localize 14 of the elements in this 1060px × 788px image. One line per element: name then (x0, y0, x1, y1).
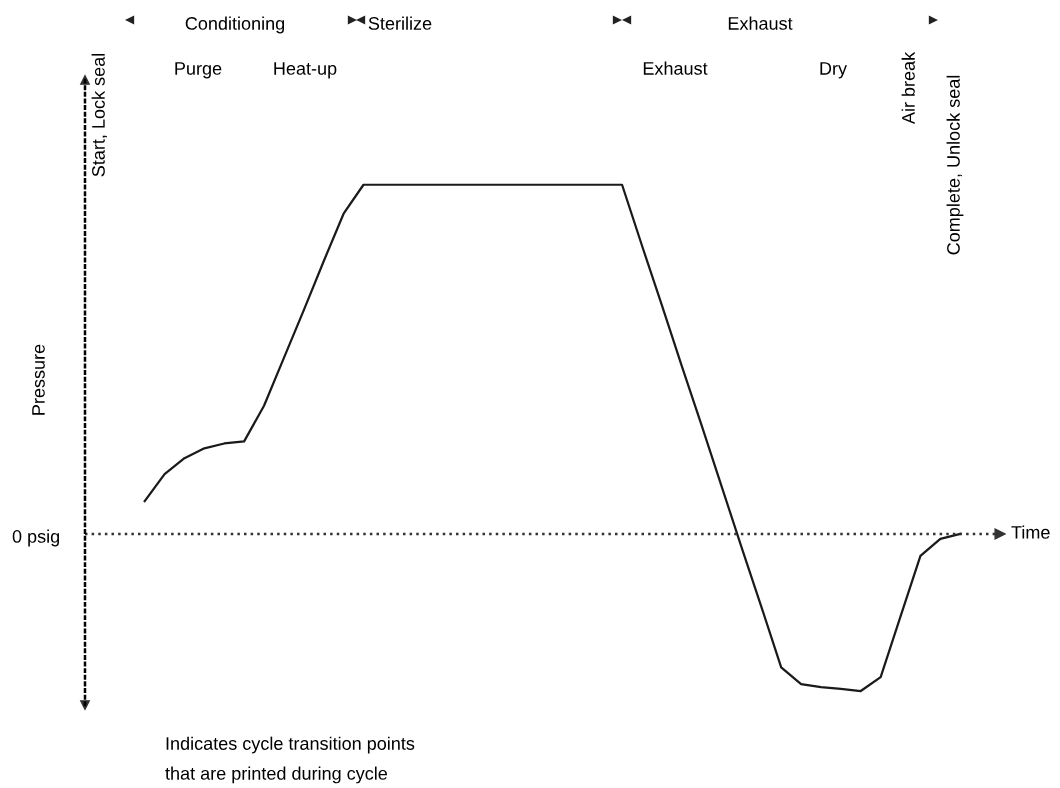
text: Dry (820, 62, 848, 79)
text: Indicates cycle transition points that are printed during cycle (165, 736, 415, 784)
annotation: Complete, Unlock seal (946, 75, 964, 255)
text: Purge (175, 62, 222, 79)
text: Heat-up (274, 62, 337, 79)
text: Exhaust (643, 61, 708, 75)
text: Exhaust (728, 16, 793, 30)
text: Sterilize (368, 16, 432, 30)
text: Conditioning (185, 16, 285, 34)
y-axis-title: Pressure (32, 344, 45, 415)
text: Start, Lock seal (91, 53, 107, 177)
x-axis-title: Time (1011, 525, 1050, 539)
text: 0 psig (12, 529, 60, 547)
text: Air break (901, 51, 915, 125)
